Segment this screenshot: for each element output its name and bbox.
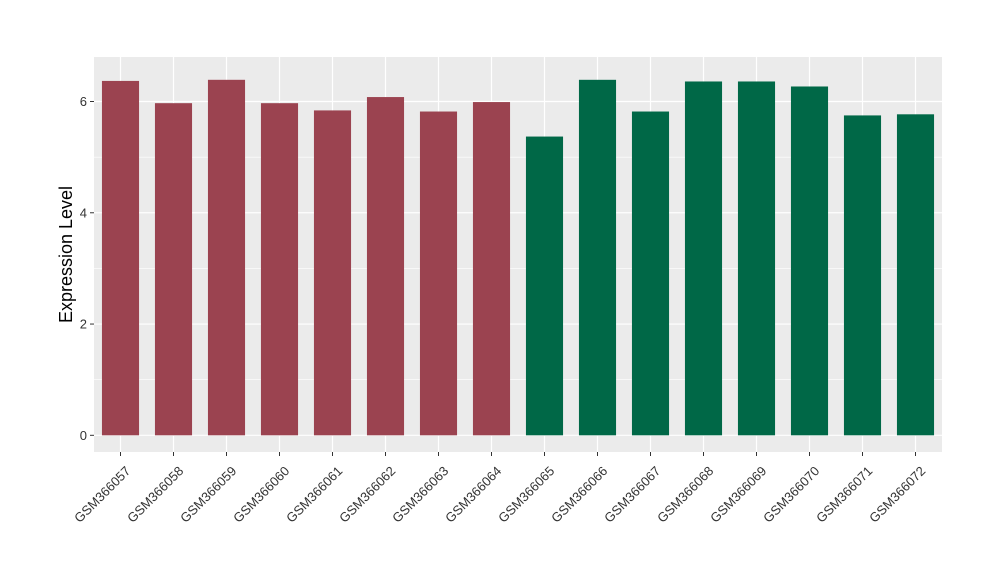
x-axis-ticks: GSM366057GSM366058GSM366059GSM366060GSM3…	[71, 452, 928, 526]
bar-GSM366062	[366, 97, 405, 436]
y-tick-label: 4	[80, 205, 87, 220]
y-axis-ticks: 0 2 4 6	[80, 94, 94, 443]
bar-GSM366070	[790, 86, 829, 436]
bar-GSM366068	[684, 81, 723, 436]
x-tick-label: GSM366072	[866, 463, 928, 525]
bars	[101, 79, 935, 436]
y-tick-label: 6	[80, 94, 87, 109]
y-tick-label: 2	[80, 317, 87, 332]
bar-GSM366063	[419, 111, 458, 436]
bar-GSM366061	[313, 110, 352, 436]
bar-GSM366060	[260, 103, 299, 436]
bar-GSM366059	[207, 79, 246, 436]
bar-GSM366065	[525, 136, 564, 436]
bar-GSM366069	[737, 81, 776, 436]
bar-GSM366071	[843, 115, 882, 436]
bar-GSM366072	[896, 114, 935, 436]
bar-GSM366064	[472, 102, 511, 436]
bar-GSM366067	[631, 111, 670, 436]
bar-GSM366057	[101, 80, 140, 436]
y-axis-title: Expression Level	[56, 186, 76, 323]
bar-GSM366058	[154, 103, 193, 436]
bar-GSM366066	[578, 79, 617, 436]
y-tick-label: 0	[80, 428, 87, 443]
